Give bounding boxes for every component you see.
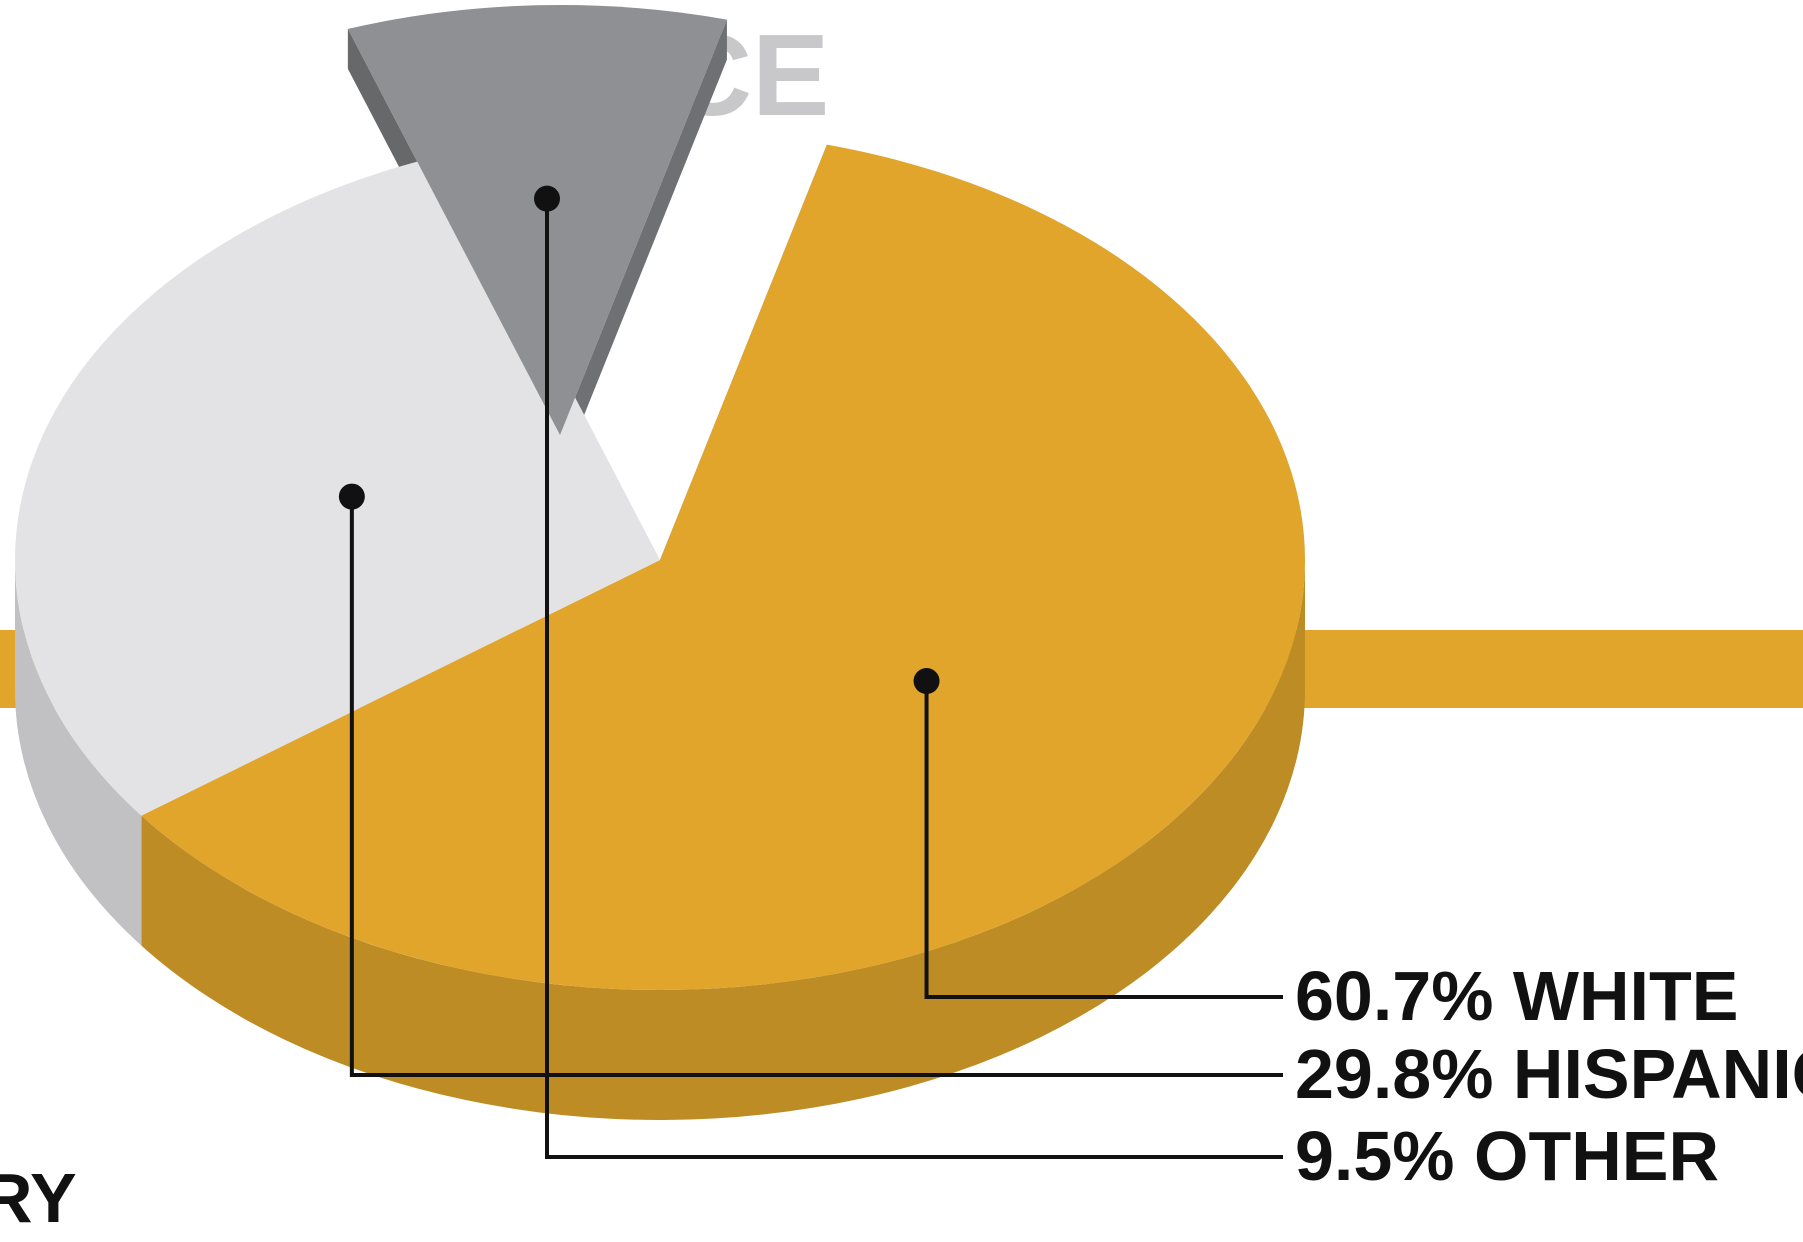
- label-other: 9.5% OTHER: [1295, 1117, 1719, 1195]
- leader-line-other: [545, 198, 1283, 1159]
- leader-line-white: [924, 681, 1283, 999]
- slice-side-white: [141, 560, 1306, 1121]
- slice-hispanic: [15, 153, 661, 816]
- slice-white: [141, 144, 1305, 991]
- label-white: 60.7% WHITE: [1295, 957, 1738, 1035]
- label-hispanic: 29.8% HISPANIC: [1295, 1035, 1803, 1113]
- clipped-text: RY: [0, 1159, 77, 1237]
- pie-slices: [15, 5, 1305, 991]
- callout-dot-other: [534, 185, 561, 212]
- slice-side-hispanic: [15, 560, 142, 946]
- slice-other: [347, 5, 727, 436]
- callout-dot-hispanic: [338, 483, 365, 510]
- callout-dot-white: [913, 668, 940, 695]
- slice-cut-other-b: [560, 19, 727, 476]
- leader-line-hispanic: [349, 496, 1283, 1077]
- callout-lines: [338, 185, 1283, 1159]
